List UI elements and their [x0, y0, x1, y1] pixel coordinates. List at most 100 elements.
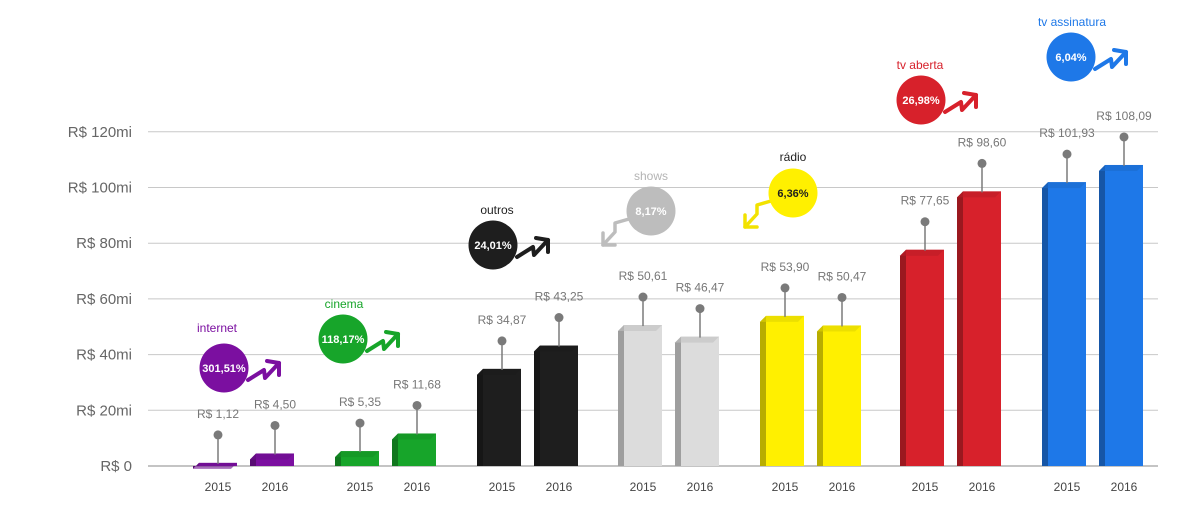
data-label: R$ 108,09 [1096, 109, 1152, 123]
trend-up-icon [1093, 50, 1128, 71]
bar [1048, 182, 1086, 467]
bar-top [392, 433, 436, 440]
trend-up-icon [365, 332, 400, 353]
x-tick-label: 2016 [969, 480, 996, 494]
value-pin-dot [920, 217, 930, 227]
change-bubble [318, 314, 368, 364]
bar [483, 368, 521, 466]
x-tick-label: 2015 [630, 480, 657, 494]
change-label: 6,36% [777, 188, 808, 200]
value-pin-dot [695, 304, 705, 314]
data-label: R$ 50,47 [818, 269, 867, 283]
change-bubble [468, 220, 518, 270]
value-pin-dot [780, 283, 790, 293]
value-pin-dot [497, 336, 507, 346]
bar [1105, 164, 1143, 466]
x-tick-label: 2016 [262, 480, 289, 494]
trend-up-arrowhead [534, 236, 550, 254]
bar-top [817, 325, 861, 332]
bar-side [477, 368, 483, 466]
x-tick-label: 2015 [205, 480, 232, 494]
category-label: shows [634, 169, 668, 183]
change-label: 6,04% [1055, 52, 1086, 64]
x-tick-label: 2015 [912, 480, 939, 494]
bar-side [957, 191, 963, 467]
change-bubble [768, 168, 818, 218]
bar-side [760, 315, 766, 466]
data-label: R$ 5,35 [339, 395, 381, 409]
category-label: tv assinatura [1038, 15, 1106, 29]
bar-top [760, 315, 804, 322]
bar-top [957, 191, 1001, 198]
category-label: rádio [780, 150, 807, 164]
bar-top [1042, 182, 1086, 189]
trend-up-arrowhead [265, 359, 281, 377]
data-label: R$ 11,68 [393, 377, 441, 391]
bar-side [534, 345, 540, 466]
bar [906, 249, 944, 466]
value-pin-dot [412, 400, 422, 410]
data-label: R$ 98,60 [958, 135, 1007, 149]
x-tick-label: 2016 [546, 480, 573, 494]
x-tick-label: 2015 [1054, 480, 1081, 494]
value-pin-dot [213, 430, 223, 440]
x-tick-label: 2016 [404, 480, 431, 494]
trend-up-arrowhead [962, 91, 978, 109]
y-tick-label: R$ 120mi [68, 124, 132, 141]
y-tick-label: R$ 0 [100, 458, 132, 475]
x-tick-label: 2015 [489, 480, 516, 494]
change-bubble [896, 75, 946, 125]
change-label: 8,17% [635, 206, 666, 218]
change-label: 301,51% [202, 363, 246, 375]
change-bubble [1046, 32, 1096, 82]
trend-up-icon [943, 93, 978, 114]
x-tick-label: 2016 [1111, 480, 1138, 494]
value-pin-dot [638, 292, 648, 302]
bar-top [900, 249, 944, 256]
value-pin-dot [1119, 132, 1129, 142]
data-label: R$ 101,93 [1039, 126, 1095, 140]
x-tick-label: 2016 [687, 480, 714, 494]
trend-down-icon [601, 217, 631, 247]
bar-top [618, 325, 662, 332]
bar [963, 191, 1001, 467]
bar [624, 325, 662, 466]
change-bubble [626, 186, 676, 236]
bar [681, 336, 719, 466]
category-label: outros [480, 203, 513, 217]
y-tick-label: R$ 60mi [76, 291, 132, 308]
bar-side [900, 249, 906, 466]
data-label: R$ 43,25 [535, 290, 584, 304]
bar [766, 315, 804, 466]
bar [540, 345, 578, 466]
data-label: R$ 77,65 [901, 194, 950, 208]
x-tick-label: 2016 [829, 480, 856, 494]
trend-down-arrowhead [601, 231, 617, 247]
bar-side [1042, 182, 1048, 467]
value-pin-dot [554, 313, 564, 323]
data-label: R$ 1,12 [197, 407, 239, 421]
change-bubble [199, 343, 249, 393]
x-tick-label: 2015 [772, 480, 799, 494]
bar-side [675, 336, 681, 466]
category-label: cinema [325, 297, 364, 311]
change-label: 24,01% [474, 240, 512, 252]
category-label: tv aberta [897, 58, 944, 72]
trend-up-arrowhead [1112, 48, 1128, 66]
data-label: R$ 46,47 [676, 281, 725, 295]
trend-up-arrowhead [384, 330, 400, 348]
bar-top [250, 453, 294, 460]
y-tick-label: R$ 100mi [68, 180, 132, 197]
bar-side [1099, 164, 1105, 466]
change-label: 26,98% [902, 95, 940, 107]
data-label: R$ 34,87 [478, 313, 527, 327]
trend-up-icon [515, 238, 550, 259]
bar-top [193, 462, 237, 469]
y-tick-label: R$ 80mi [76, 235, 132, 252]
value-pin-dot [837, 292, 847, 302]
bar-side [392, 433, 398, 466]
value-pin-dot [1062, 149, 1072, 159]
y-tick-label: R$ 20mi [76, 402, 132, 419]
bar-side [817, 325, 823, 466]
